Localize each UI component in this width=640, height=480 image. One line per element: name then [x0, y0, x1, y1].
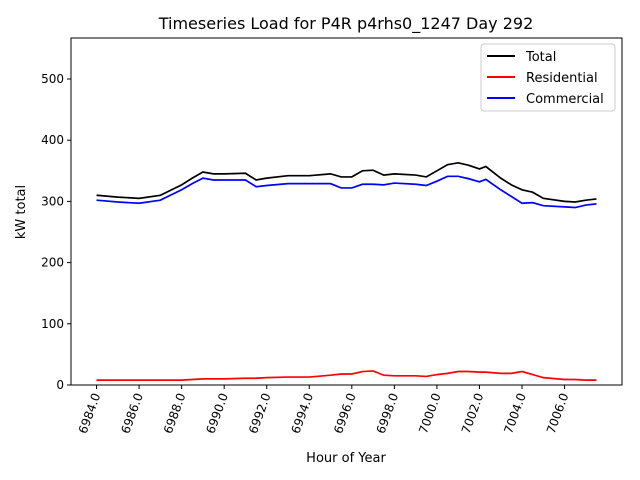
- y-tick-label: 100: [41, 317, 64, 331]
- y-tick-label: 0: [56, 378, 64, 392]
- y-tick-label: 200: [41, 256, 64, 270]
- y-tick-label: 400: [41, 133, 64, 147]
- series-line-commercial: [96, 175, 597, 209]
- x-tick-label: 7004.0: [501, 391, 529, 435]
- x-tick-label: 6988.0: [161, 391, 189, 435]
- legend-label-commercial: Commercial: [526, 92, 604, 107]
- x-axis-label: Hour of Year: [306, 451, 386, 466]
- legend-box: [480, 43, 616, 112]
- x-tick-label: 6984.0: [76, 391, 104, 435]
- plot-frame: [70, 37, 623, 386]
- x-tick-label: 7006.0: [544, 391, 572, 435]
- series-line-total: [96, 161, 597, 203]
- x-tick-label: 7000.0: [416, 391, 444, 435]
- x-tick-label: 6994.0: [289, 391, 317, 435]
- legend: Total Residential Commercial: [480, 43, 616, 112]
- legend-label-residential: Residential: [526, 71, 598, 86]
- x-tick-label: 6990.0: [203, 391, 231, 435]
- x-tick-label: 6986.0: [118, 391, 146, 435]
- series-line-residential: [96, 370, 597, 381]
- x-tick-label: 6998.0: [374, 391, 402, 435]
- x-tick-label: 6996.0: [331, 391, 359, 435]
- y-tick-label: 500: [41, 72, 64, 86]
- legend-label-total: Total: [525, 50, 556, 65]
- chart-title: Timeseries Load for P4R p4rhs0_1247 Day …: [158, 14, 534, 34]
- x-tick-label: 6992.0: [246, 391, 274, 435]
- x-tick-label: 7002.0: [459, 391, 487, 435]
- y-tick-label: 300: [41, 194, 64, 208]
- y-axis-label: kW total: [14, 185, 29, 239]
